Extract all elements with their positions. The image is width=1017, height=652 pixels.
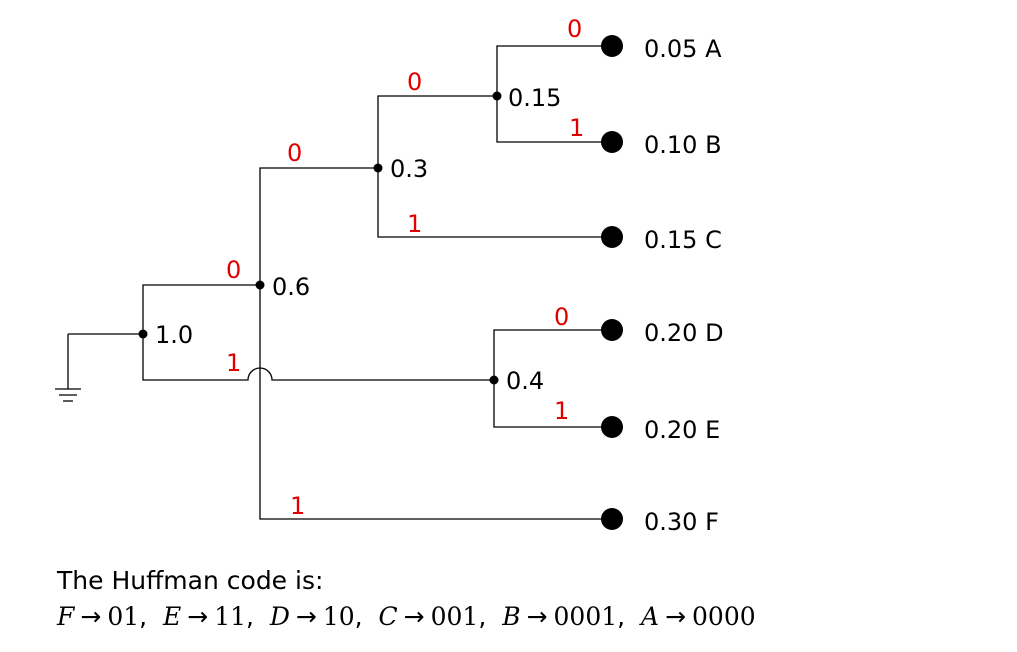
wire-06-to-F: [259, 285, 612, 520]
tree-wires: [68, 45, 612, 520]
bit-root-to-06: 0: [226, 256, 241, 284]
bit-03-to-015: 0: [407, 68, 422, 96]
leaf-F: 0.30 F: [601, 508, 719, 536]
bit-06-to-F: 1: [290, 492, 305, 520]
node-dot: [255, 280, 265, 290]
ground-symbol-icon: [55, 334, 81, 402]
bit-015-to-A: 0: [567, 15, 582, 43]
leaf-dot: [601, 226, 623, 248]
wire-015-to-A: [496, 45, 612, 96]
node-root: 1.0: [138, 321, 193, 349]
huffman-code-list: F → 01, E → 11, D → 10, C → 001, B → 0001, A → 0000: [57, 602, 756, 631]
leaf-label-D: 0.20 D: [644, 319, 724, 347]
leaf-label-A: 0.05 A: [644, 35, 722, 63]
wire-06-to-03: [259, 167, 378, 285]
bit-015-to-B: 1: [569, 114, 584, 142]
leaf-A: 0.05 A: [601, 35, 722, 63]
bit-06-to-03: 0: [287, 139, 302, 167]
leaf-C: 0.15 C: [601, 226, 722, 254]
code-entry-E: E → 11,: [162, 602, 262, 631]
caption-intro: The Huffman code is:: [57, 566, 324, 595]
code-entry-D: D → 10,: [269, 602, 371, 631]
code-entry-B: B → 0001,: [502, 602, 634, 631]
node-03: 0.3: [373, 155, 428, 183]
node-value-root: 1.0: [155, 321, 193, 349]
leaf-dot: [601, 508, 623, 530]
leaf-dot: [601, 416, 623, 438]
node-dot: [489, 375, 499, 385]
node-dot: [492, 91, 502, 101]
wire-03-to-015: [377, 95, 497, 168]
node-015: 0.15: [492, 84, 561, 112]
leaf-dot: [601, 35, 623, 57]
bit-04-to-E: 1: [554, 397, 569, 425]
wire-root-to-06: [142, 284, 260, 334]
bit-04-to-D: 0: [554, 303, 569, 331]
node-value-015: 0.15: [508, 84, 561, 112]
wire-015-to-B: [496, 96, 612, 143]
code-entry-C: C → 001,: [378, 602, 495, 631]
node-dot: [373, 163, 383, 173]
node-04: 0.4: [489, 367, 544, 395]
leaf-label-E: 0.20 E: [644, 416, 720, 444]
bit-root-to-04: 1: [226, 349, 241, 377]
node-dot: [138, 329, 148, 339]
node-value-06: 0.6: [272, 273, 310, 301]
leaf-E: 0.20 E: [601, 416, 720, 444]
branch-bits: 0 1 0 1 0 1 0 1 0 1: [226, 15, 584, 520]
leaf-dot: [601, 131, 623, 153]
node-value-03: 0.3: [390, 155, 428, 183]
code-entry-F: F → 01,: [57, 602, 156, 631]
leaf-label-C: 0.15 C: [644, 226, 722, 254]
leaf-label-B: 0.10 B: [644, 131, 722, 159]
wire-04-to-D: [493, 329, 612, 380]
wire-03-to-C: [377, 168, 612, 238]
leaf-dot: [601, 319, 623, 341]
node-06: 0.6: [255, 273, 310, 301]
code-entry-A: A → 0000: [641, 602, 756, 631]
bit-03-to-C: 1: [407, 210, 422, 238]
wire-root-to-04: [142, 334, 494, 381]
leaf-B: 0.10 B: [601, 131, 722, 159]
leaf-label-F: 0.30 F: [644, 508, 719, 536]
wire-04-to-E: [493, 380, 612, 428]
leaf-D: 0.20 D: [601, 319, 724, 347]
node-value-04: 0.4: [506, 367, 544, 395]
